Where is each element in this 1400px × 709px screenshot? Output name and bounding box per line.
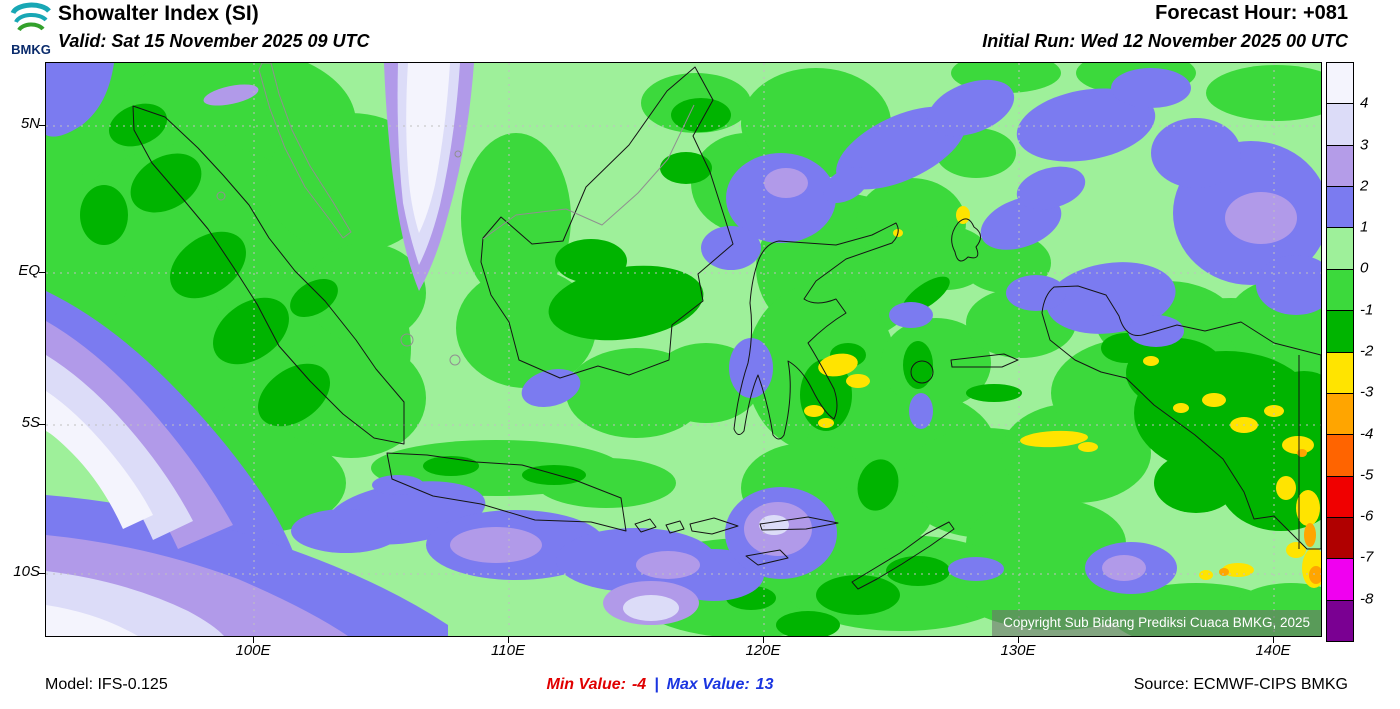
colorbar-tick-label: 3 bbox=[1360, 136, 1369, 154]
sumbawa-outline bbox=[689, 517, 739, 535]
colorbar-tick-label: -7 bbox=[1360, 548, 1374, 566]
colorbar-tick-label: -5 bbox=[1360, 466, 1374, 484]
page-title: Showalter Index (SI) bbox=[58, 2, 259, 25]
lon-label-120e: 120E bbox=[745, 642, 781, 659]
belitung-outline bbox=[449, 354, 461, 366]
colorbar-cell bbox=[1327, 268, 1353, 311]
minmax-line: Min Value: -4 | Max Value: 13 bbox=[0, 676, 1320, 694]
lat-label-eq: EQ bbox=[18, 262, 40, 279]
colorbar-tick-label: -8 bbox=[1360, 590, 1374, 608]
colorbar-cell bbox=[1327, 310, 1353, 352]
lon-label-110e: 110E bbox=[491, 642, 525, 659]
coastlines-secondary bbox=[216, 63, 695, 366]
colorbar-cell bbox=[1327, 434, 1353, 476]
fill-orange bbox=[1219, 449, 1321, 584]
map-frame: Copyright Sub Bidang Prediksi Cuaca BMKG… bbox=[45, 62, 1322, 637]
lat-label-10s: 10S bbox=[13, 563, 40, 580]
java-outline bbox=[386, 452, 627, 532]
bangka-outline bbox=[400, 333, 414, 347]
fill-near-white bbox=[46, 63, 450, 636]
logo-arc-1 bbox=[10, 2, 51, 15]
bali-outline bbox=[634, 518, 657, 533]
lon-label-130e: 130E bbox=[1000, 642, 1036, 659]
colorbar-cell bbox=[1327, 599, 1353, 642]
colorbar-tick-label: -6 bbox=[1360, 507, 1374, 525]
copyright-overlay: Copyright Sub Bidang Prediksi Cuaca BMKG… bbox=[992, 610, 1321, 636]
sulawesi-outline bbox=[733, 222, 899, 440]
logo-arc-3 bbox=[17, 22, 45, 32]
halmahera-outline bbox=[951, 218, 981, 262]
malay-peninsula-outline bbox=[258, 63, 352, 239]
colorbar-tick-label: -2 bbox=[1360, 342, 1374, 360]
x-tick bbox=[763, 637, 764, 643]
colorbar-tick-label: 4 bbox=[1360, 94, 1369, 112]
y-tick bbox=[39, 125, 45, 126]
lake-toba-outline bbox=[216, 191, 226, 201]
min-value: -4 bbox=[631, 676, 647, 693]
sumba-outline bbox=[745, 549, 789, 566]
colorbar bbox=[1326, 62, 1354, 642]
x-tick bbox=[1273, 637, 1274, 643]
colorbar-cell bbox=[1327, 103, 1353, 145]
lon-label-100e: 100E bbox=[235, 642, 271, 659]
logo-text: BMKG bbox=[11, 42, 51, 57]
colorbar-cell bbox=[1327, 144, 1353, 187]
colorbar-cell bbox=[1327, 392, 1353, 435]
natuna-outline bbox=[454, 150, 462, 158]
y-tick bbox=[39, 424, 45, 425]
colorbar-cell bbox=[1327, 227, 1353, 269]
y-tick bbox=[39, 573, 45, 574]
map-canvas bbox=[46, 63, 1321, 636]
colorbar-cell bbox=[1327, 63, 1353, 104]
papua-outline bbox=[1041, 285, 1321, 550]
lat-label-5s: 5S bbox=[21, 414, 40, 431]
colorbar-cell bbox=[1327, 351, 1353, 393]
borneo-outline bbox=[480, 66, 734, 379]
buru-outline bbox=[910, 360, 934, 384]
forecast-hour-label: Forecast Hour: +081 bbox=[1155, 2, 1348, 24]
y-tick bbox=[39, 272, 45, 273]
flores-outline bbox=[759, 516, 839, 531]
max-value-label: Max Value: bbox=[666, 676, 750, 693]
colorbar-tick-label: -3 bbox=[1360, 383, 1374, 401]
colorbar-tick-label: 2 bbox=[1360, 177, 1369, 195]
initial-run-label: Initial Run: Wed 12 November 2025 00 UTC bbox=[982, 31, 1348, 51]
max-value: 13 bbox=[755, 676, 774, 693]
timor-outline bbox=[851, 521, 955, 590]
colorbar-tick-label: 0 bbox=[1360, 259, 1369, 277]
x-tick bbox=[1018, 637, 1019, 643]
lat-label-5n: 5N bbox=[20, 115, 40, 132]
colorbar-tick-label: -1 bbox=[1360, 301, 1374, 319]
fill-green-dark bbox=[80, 98, 1321, 636]
lon-label-140e: 140E bbox=[1255, 642, 1291, 659]
x-tick bbox=[253, 637, 254, 643]
logo-arc-2 bbox=[14, 12, 48, 23]
min-value-label: Min Value: bbox=[546, 676, 626, 693]
sumatra-outline bbox=[132, 105, 405, 445]
bmkg-logo: BMKG bbox=[10, 2, 51, 57]
fill-yellow bbox=[804, 206, 1321, 588]
colorbar-cell bbox=[1327, 558, 1353, 600]
model-label: Model: IFS-0.125 bbox=[45, 676, 168, 693]
valid-time-label: Valid: Sat 15 November 2025 09 UTC bbox=[58, 31, 370, 51]
colorbar-cell bbox=[1327, 186, 1353, 228]
x-tick bbox=[508, 637, 509, 643]
colorbar-cell bbox=[1327, 516, 1353, 559]
coastlines bbox=[132, 66, 1321, 590]
colorbar-tick-label: 1 bbox=[1360, 218, 1369, 236]
source-label: Source: ECMWF-CIPS BMKG bbox=[1133, 676, 1348, 693]
seram-outline bbox=[950, 353, 1019, 368]
colorbar-tick-label: -4 bbox=[1360, 425, 1374, 443]
kalimantan-border-line bbox=[482, 104, 695, 240]
colorbar-labels: 4 3 2 1 0 -1 -2 -3 -4 -5 -6 -7 -8 bbox=[1360, 0, 1400, 709]
minmax-separator: | bbox=[654, 676, 659, 693]
lombok-outline bbox=[665, 520, 685, 534]
colorbar-cell bbox=[1327, 475, 1353, 517]
